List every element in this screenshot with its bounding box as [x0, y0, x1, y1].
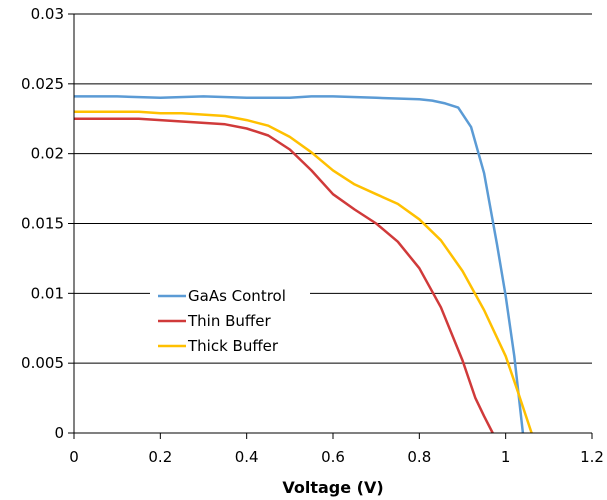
y-tick-label: 0.01 [31, 284, 64, 302]
y-tick-label: 0.005 [21, 354, 64, 372]
y-tick-label: 0 [54, 424, 64, 442]
series-line [74, 117, 494, 434]
y-tick-label: 0.02 [31, 145, 64, 163]
legend-label: Thick Buffer [187, 337, 279, 355]
x-tick-label: 0.4 [235, 448, 259, 466]
x-axis-title: Voltage (V) [282, 478, 383, 497]
x-tick-label: 0.6 [321, 448, 345, 466]
x-tick-label: 1.2 [580, 448, 604, 466]
series-line [74, 110, 533, 434]
x-tick-label: 0.8 [407, 448, 431, 466]
series-line [74, 95, 525, 434]
x-tick-label: 0 [69, 448, 79, 466]
series-lines [74, 95, 533, 434]
y-tick-labels: 0 0.005 0.01 0.015 0.02 0.025 0.03 [21, 5, 64, 442]
axes [68, 13, 593, 439]
y-tick-label: 0.015 [21, 215, 64, 233]
legend-label: GaAs Control [188, 287, 286, 305]
x-tick-label: 0.2 [148, 448, 172, 466]
legend: GaAs Control Thin Buffer Thick Buffer [150, 283, 310, 362]
legend-label: Thin Buffer [187, 312, 271, 330]
x-tick-label: 1 [501, 448, 511, 466]
y-tick-label: 0.025 [21, 75, 64, 93]
y-tick-label: 0.03 [31, 5, 64, 23]
x-tick-labels: 0 0.2 0.4 0.6 0.8 1 1.2 [69, 448, 604, 466]
